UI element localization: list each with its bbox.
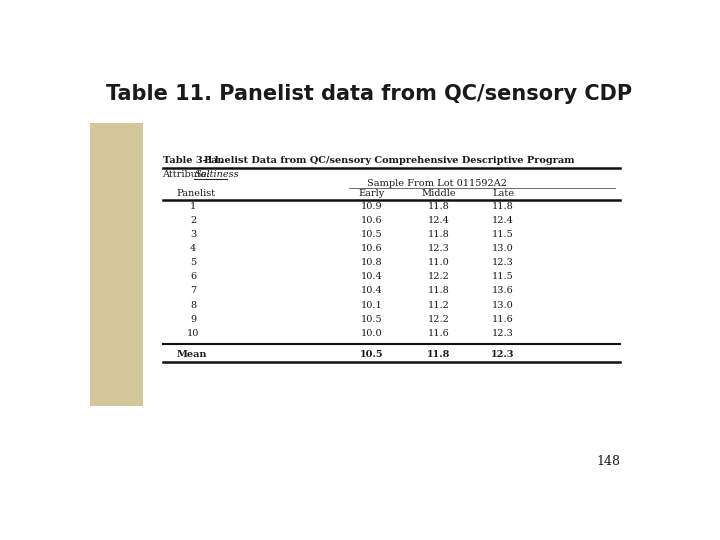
Text: 4: 4 bbox=[190, 244, 197, 253]
Text: 8: 8 bbox=[190, 301, 197, 309]
Text: 10.4: 10.4 bbox=[361, 272, 382, 281]
Bar bbox=[90, 123, 143, 406]
Text: 2: 2 bbox=[190, 216, 197, 225]
Text: 11.8: 11.8 bbox=[428, 230, 449, 239]
Text: 12.3: 12.3 bbox=[428, 244, 450, 253]
Text: 3: 3 bbox=[190, 230, 197, 239]
Text: 148: 148 bbox=[596, 455, 620, 468]
Text: 12.2: 12.2 bbox=[428, 315, 450, 324]
Text: 12.3: 12.3 bbox=[492, 329, 514, 338]
Text: Attribute:: Attribute: bbox=[163, 171, 210, 179]
Text: 11.8: 11.8 bbox=[427, 350, 451, 359]
Text: 10.8: 10.8 bbox=[361, 258, 382, 267]
Text: 10.9: 10.9 bbox=[361, 201, 382, 211]
Text: 11.6: 11.6 bbox=[428, 329, 449, 338]
Text: 12.3: 12.3 bbox=[492, 258, 514, 267]
Text: Mean: Mean bbox=[176, 350, 207, 359]
Text: 10.5: 10.5 bbox=[361, 230, 382, 239]
Text: 11.5: 11.5 bbox=[492, 272, 514, 281]
Text: 12.3: 12.3 bbox=[491, 350, 515, 359]
Text: 6: 6 bbox=[190, 272, 197, 281]
Text: Panelist: Panelist bbox=[176, 189, 215, 198]
Text: Table 11. Panelist data from QC/sensory CDP: Table 11. Panelist data from QC/sensory … bbox=[106, 84, 632, 104]
Text: Middle: Middle bbox=[421, 189, 456, 198]
Text: Panelist Data from QC/sensory Comprehensive Descriptive Program: Panelist Data from QC/sensory Comprehens… bbox=[204, 156, 575, 165]
Text: 11.8: 11.8 bbox=[428, 201, 449, 211]
Text: 1: 1 bbox=[190, 201, 197, 211]
Text: 10.1: 10.1 bbox=[361, 301, 382, 309]
Text: 9: 9 bbox=[190, 315, 197, 324]
Text: Saltiness: Saltiness bbox=[195, 171, 240, 179]
Text: Sample From Lot 011592A2: Sample From Lot 011592A2 bbox=[367, 179, 508, 188]
Text: 10.6: 10.6 bbox=[361, 216, 382, 225]
Text: 10.5: 10.5 bbox=[361, 315, 382, 324]
Text: Late: Late bbox=[492, 189, 514, 198]
Text: 12.2: 12.2 bbox=[428, 272, 450, 281]
Text: Early: Early bbox=[359, 189, 385, 198]
Text: 13.0: 13.0 bbox=[492, 244, 514, 253]
Text: 13.0: 13.0 bbox=[492, 301, 514, 309]
Text: 11.8: 11.8 bbox=[428, 287, 449, 295]
Text: 10: 10 bbox=[187, 329, 199, 338]
Text: 7: 7 bbox=[190, 287, 197, 295]
Text: 10.4: 10.4 bbox=[361, 287, 382, 295]
Text: 11.8: 11.8 bbox=[492, 201, 514, 211]
Text: Table 3-11.: Table 3-11. bbox=[163, 156, 222, 165]
Text: 11.5: 11.5 bbox=[492, 230, 514, 239]
Text: 11.2: 11.2 bbox=[428, 301, 450, 309]
Text: 10.5: 10.5 bbox=[360, 350, 384, 359]
Text: 11.0: 11.0 bbox=[428, 258, 449, 267]
Text: 10.6: 10.6 bbox=[361, 244, 382, 253]
Text: 11.6: 11.6 bbox=[492, 315, 514, 324]
Text: 12.4: 12.4 bbox=[492, 216, 514, 225]
Text: 12.4: 12.4 bbox=[428, 216, 450, 225]
Text: 5: 5 bbox=[190, 258, 197, 267]
Text: 13.6: 13.6 bbox=[492, 287, 514, 295]
Text: 10.0: 10.0 bbox=[361, 329, 382, 338]
